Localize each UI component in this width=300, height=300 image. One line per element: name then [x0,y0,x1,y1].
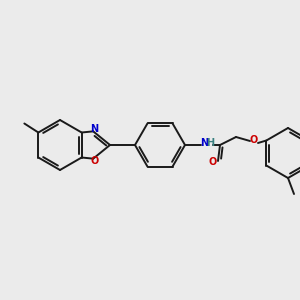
Text: O: O [250,135,258,145]
Text: N: N [200,137,208,148]
Text: H: H [206,137,214,148]
Text: O: O [209,157,217,167]
Text: O: O [90,156,98,166]
Text: N: N [90,124,98,134]
